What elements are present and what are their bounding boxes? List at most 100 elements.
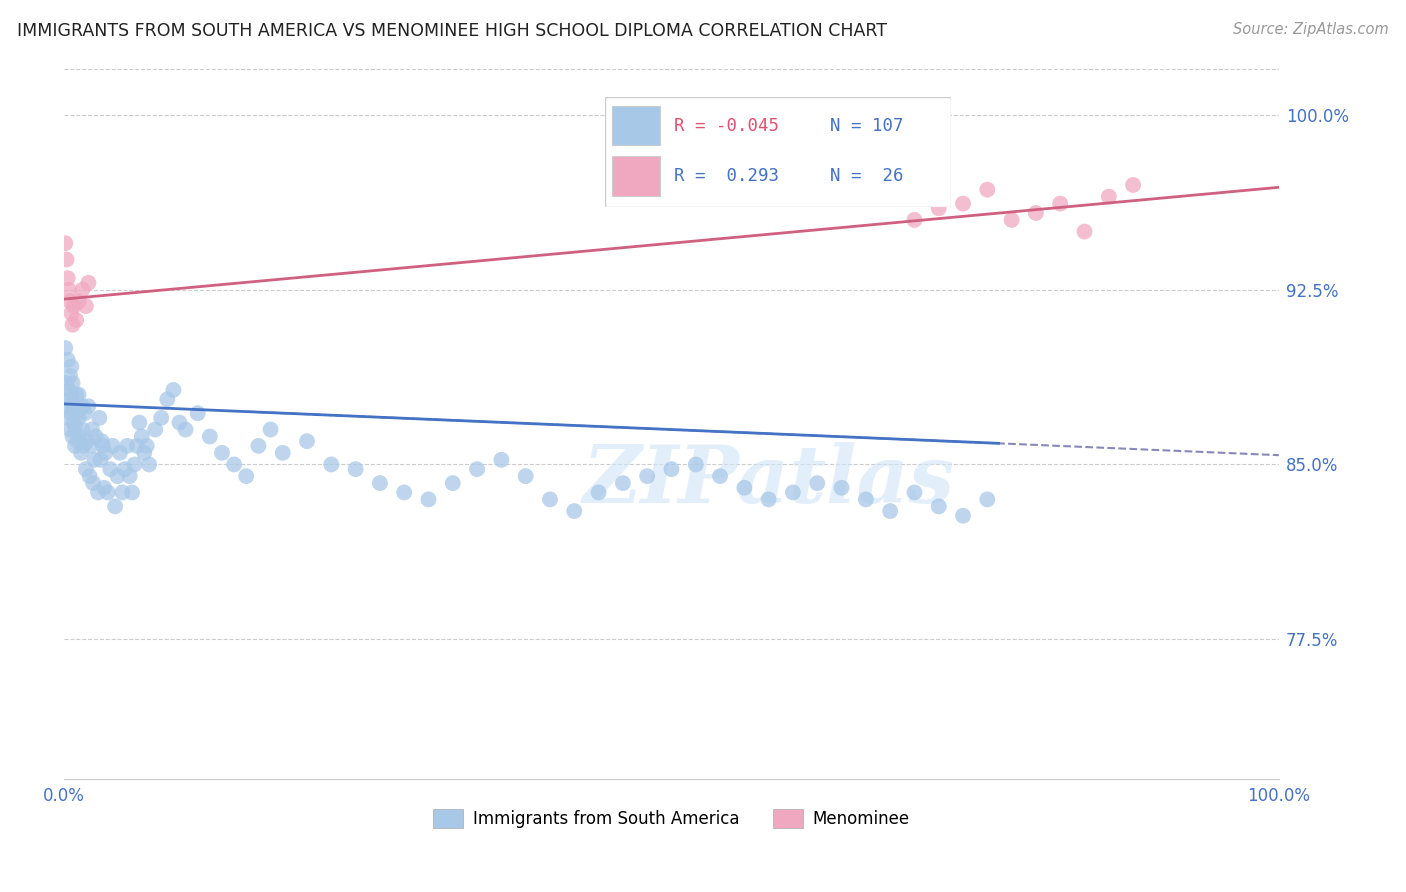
- Point: [515, 469, 537, 483]
- Point: [879, 183, 901, 197]
- Point: [247, 439, 270, 453]
- Point: [97, 485, 120, 500]
- Point: [952, 508, 974, 523]
- Point: [562, 504, 585, 518]
- Point: [87, 485, 110, 500]
- Point: [65, 387, 87, 401]
- Point: [976, 183, 998, 197]
- Point: [67, 387, 90, 401]
- Point: [321, 458, 343, 472]
- Point: [368, 476, 391, 491]
- Point: [115, 439, 138, 453]
- Point: [150, 410, 173, 425]
- Point: [1122, 178, 1144, 192]
- Point: [806, 476, 828, 491]
- Point: [63, 420, 86, 434]
- Point: [1098, 189, 1121, 203]
- Point: [538, 492, 561, 507]
- Point: [104, 500, 127, 514]
- Point: [169, 416, 191, 430]
- Point: [831, 481, 853, 495]
- Point: [392, 485, 415, 500]
- Point: [84, 429, 107, 443]
- Point: [134, 446, 156, 460]
- Point: [62, 416, 84, 430]
- Point: [156, 392, 179, 407]
- Point: [62, 318, 84, 332]
- Point: [62, 376, 84, 390]
- Point: [56, 399, 79, 413]
- Point: [60, 359, 83, 374]
- Point: [83, 452, 105, 467]
- Text: IMMIGRANTS FROM SOUTH AMERICA VS MENOMINEE HIGH SCHOOL DIPLOMA CORRELATION CHART: IMMIGRANTS FROM SOUTH AMERICA VS MENOMIN…: [17, 22, 887, 40]
- Point: [855, 492, 877, 507]
- Point: [903, 485, 925, 500]
- Point: [58, 410, 80, 425]
- Point: [124, 458, 146, 472]
- Point: [235, 469, 257, 483]
- Point: [125, 439, 148, 453]
- Point: [93, 481, 115, 495]
- Point: [59, 423, 82, 437]
- Point: [55, 376, 77, 390]
- Point: [101, 439, 124, 453]
- Point: [441, 476, 464, 491]
- Point: [55, 252, 77, 267]
- Point: [928, 201, 950, 215]
- Point: [56, 271, 79, 285]
- Point: [60, 387, 83, 401]
- Point: [75, 462, 97, 476]
- Point: [831, 189, 853, 203]
- Point: [89, 410, 111, 425]
- Point: [135, 439, 157, 453]
- Point: [295, 434, 318, 449]
- Point: [56, 352, 79, 367]
- Point: [62, 429, 84, 443]
- Point: [89, 452, 111, 467]
- Point: [77, 399, 100, 413]
- Point: [91, 439, 114, 453]
- Point: [72, 439, 94, 453]
- Point: [67, 410, 90, 425]
- Point: [72, 423, 94, 437]
- Point: [62, 399, 84, 413]
- Point: [70, 446, 93, 460]
- Point: [79, 469, 101, 483]
- Point: [59, 294, 82, 309]
- Point: [66, 434, 89, 449]
- Point: [82, 476, 104, 491]
- Point: [121, 485, 143, 500]
- Point: [60, 306, 83, 320]
- Point: [108, 446, 131, 460]
- Point: [59, 392, 82, 407]
- Point: [58, 283, 80, 297]
- Point: [465, 462, 488, 476]
- Point: [588, 485, 610, 500]
- Point: [1073, 225, 1095, 239]
- Point: [709, 469, 731, 483]
- Point: [928, 500, 950, 514]
- Point: [138, 458, 160, 472]
- Point: [1000, 213, 1022, 227]
- Point: [63, 439, 86, 453]
- Text: Source: ZipAtlas.com: Source: ZipAtlas.com: [1233, 22, 1389, 37]
- Point: [198, 429, 221, 443]
- Point: [976, 492, 998, 507]
- Point: [271, 446, 294, 460]
- Point: [76, 434, 98, 449]
- Point: [1049, 196, 1071, 211]
- Point: [661, 462, 683, 476]
- Point: [62, 397, 84, 411]
- Point: [90, 434, 112, 449]
- Point: [62, 299, 84, 313]
- Point: [782, 485, 804, 500]
- Point: [98, 462, 121, 476]
- Point: [685, 458, 707, 472]
- Point: [53, 341, 76, 355]
- Point: [65, 406, 87, 420]
- Point: [72, 399, 94, 413]
- Point: [59, 368, 82, 383]
- Point: [73, 406, 96, 420]
- Point: [143, 423, 166, 437]
- Point: [1025, 206, 1047, 220]
